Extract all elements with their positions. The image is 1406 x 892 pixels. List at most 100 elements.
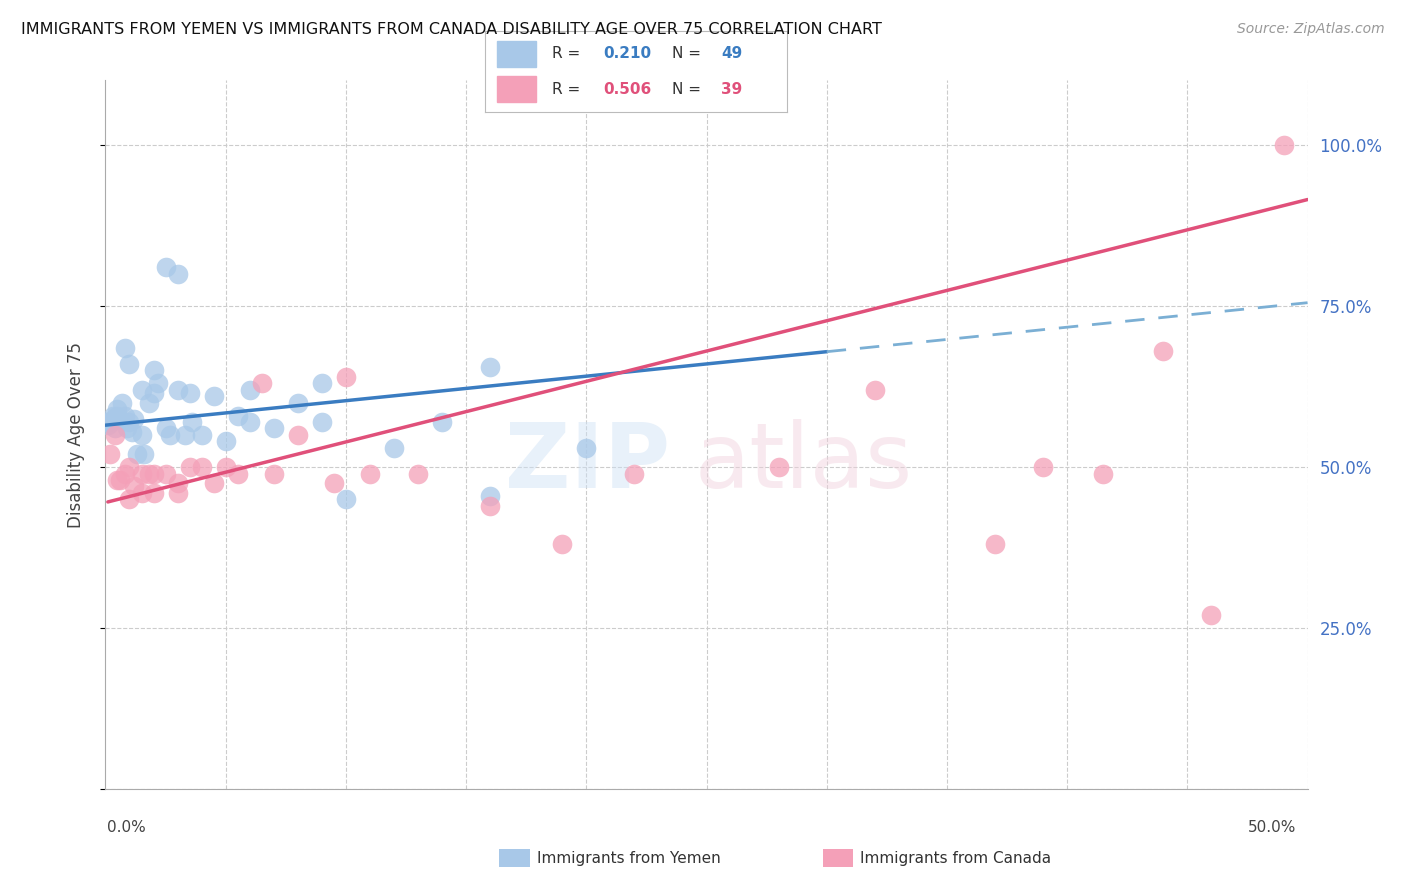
Point <box>382 441 405 455</box>
Point <box>104 421 127 435</box>
Point <box>166 486 188 500</box>
Point <box>214 434 236 449</box>
Point <box>97 418 120 433</box>
Text: atlas: atlas <box>695 419 912 508</box>
Point <box>335 369 357 384</box>
Point <box>202 389 225 403</box>
Point <box>155 467 177 481</box>
Point <box>125 447 148 461</box>
Point <box>214 460 236 475</box>
Bar <box>498 76 537 102</box>
Point <box>623 467 645 481</box>
Text: 0.506: 0.506 <box>603 81 651 96</box>
Text: Immigrants from Yemen: Immigrants from Yemen <box>537 851 721 865</box>
Point <box>768 460 790 475</box>
Text: N =: N = <box>672 46 702 62</box>
Point <box>239 415 262 429</box>
Text: ZIP: ZIP <box>505 419 671 508</box>
Point <box>1201 608 1223 623</box>
Text: R =: R = <box>551 81 579 96</box>
Point <box>226 409 249 423</box>
Point <box>138 467 160 481</box>
Point <box>142 486 165 500</box>
Point <box>159 428 181 442</box>
Point <box>179 460 201 475</box>
Point <box>335 492 357 507</box>
Point <box>114 341 136 355</box>
Point <box>430 415 453 429</box>
Point <box>479 360 502 375</box>
Point <box>121 425 143 439</box>
Point <box>1092 467 1115 481</box>
Point <box>263 467 285 481</box>
Text: Immigrants from Canada: Immigrants from Canada <box>860 851 1052 865</box>
Point <box>107 402 129 417</box>
Text: 0.210: 0.210 <box>603 46 651 62</box>
Point <box>108 411 131 425</box>
Point <box>142 386 165 401</box>
Point <box>97 415 120 429</box>
Point <box>311 376 333 391</box>
Point <box>479 499 502 513</box>
Point <box>263 421 285 435</box>
Point <box>101 409 124 423</box>
Point <box>1272 137 1295 152</box>
Point <box>551 537 574 551</box>
Point <box>406 467 429 481</box>
Text: R =: R = <box>551 46 579 62</box>
Point <box>142 467 165 481</box>
Point <box>287 395 309 409</box>
Point <box>575 441 598 455</box>
Point <box>142 363 165 377</box>
Point <box>148 376 170 391</box>
Point <box>108 473 131 487</box>
Point <box>155 421 177 435</box>
Bar <box>498 41 537 67</box>
Point <box>166 476 188 491</box>
Point <box>250 376 273 391</box>
Point <box>115 421 138 435</box>
Text: 0.0%: 0.0% <box>107 821 146 835</box>
Point <box>124 411 146 425</box>
Point <box>131 428 153 442</box>
Text: IMMIGRANTS FROM YEMEN VS IMMIGRANTS FROM CANADA DISABILITY AGE OVER 75 CORRELATI: IMMIGRANTS FROM YEMEN VS IMMIGRANTS FROM… <box>21 22 882 37</box>
Point <box>181 415 204 429</box>
Y-axis label: Disability Age Over 75: Disability Age Over 75 <box>66 342 84 528</box>
Text: 50.0%: 50.0% <box>1249 821 1296 835</box>
Point <box>98 447 121 461</box>
Point <box>984 537 1007 551</box>
Point <box>1152 344 1174 359</box>
Point <box>118 357 141 371</box>
Text: 49: 49 <box>721 46 742 62</box>
Point <box>173 428 195 442</box>
Text: Source: ZipAtlas.com: Source: ZipAtlas.com <box>1237 22 1385 37</box>
Point <box>114 467 136 481</box>
Point <box>138 395 160 409</box>
Point <box>179 386 201 401</box>
Point <box>239 383 262 397</box>
Point <box>166 383 188 397</box>
Point <box>155 260 177 275</box>
Point <box>359 467 381 481</box>
Point <box>311 415 333 429</box>
Point <box>118 492 141 507</box>
Point <box>479 489 502 503</box>
Point <box>1032 460 1054 475</box>
Point <box>190 428 212 442</box>
Point <box>104 428 127 442</box>
Point <box>226 467 249 481</box>
Point <box>166 267 188 281</box>
Point <box>287 428 309 442</box>
Point <box>131 486 153 500</box>
Point <box>114 409 136 423</box>
Point <box>98 416 121 430</box>
Point <box>190 460 212 475</box>
Point <box>863 383 886 397</box>
Text: 39: 39 <box>721 81 742 96</box>
Point <box>202 476 225 491</box>
Point <box>107 473 129 487</box>
Point <box>111 395 134 409</box>
Point <box>322 476 344 491</box>
Point <box>132 447 155 461</box>
Point <box>124 479 146 493</box>
